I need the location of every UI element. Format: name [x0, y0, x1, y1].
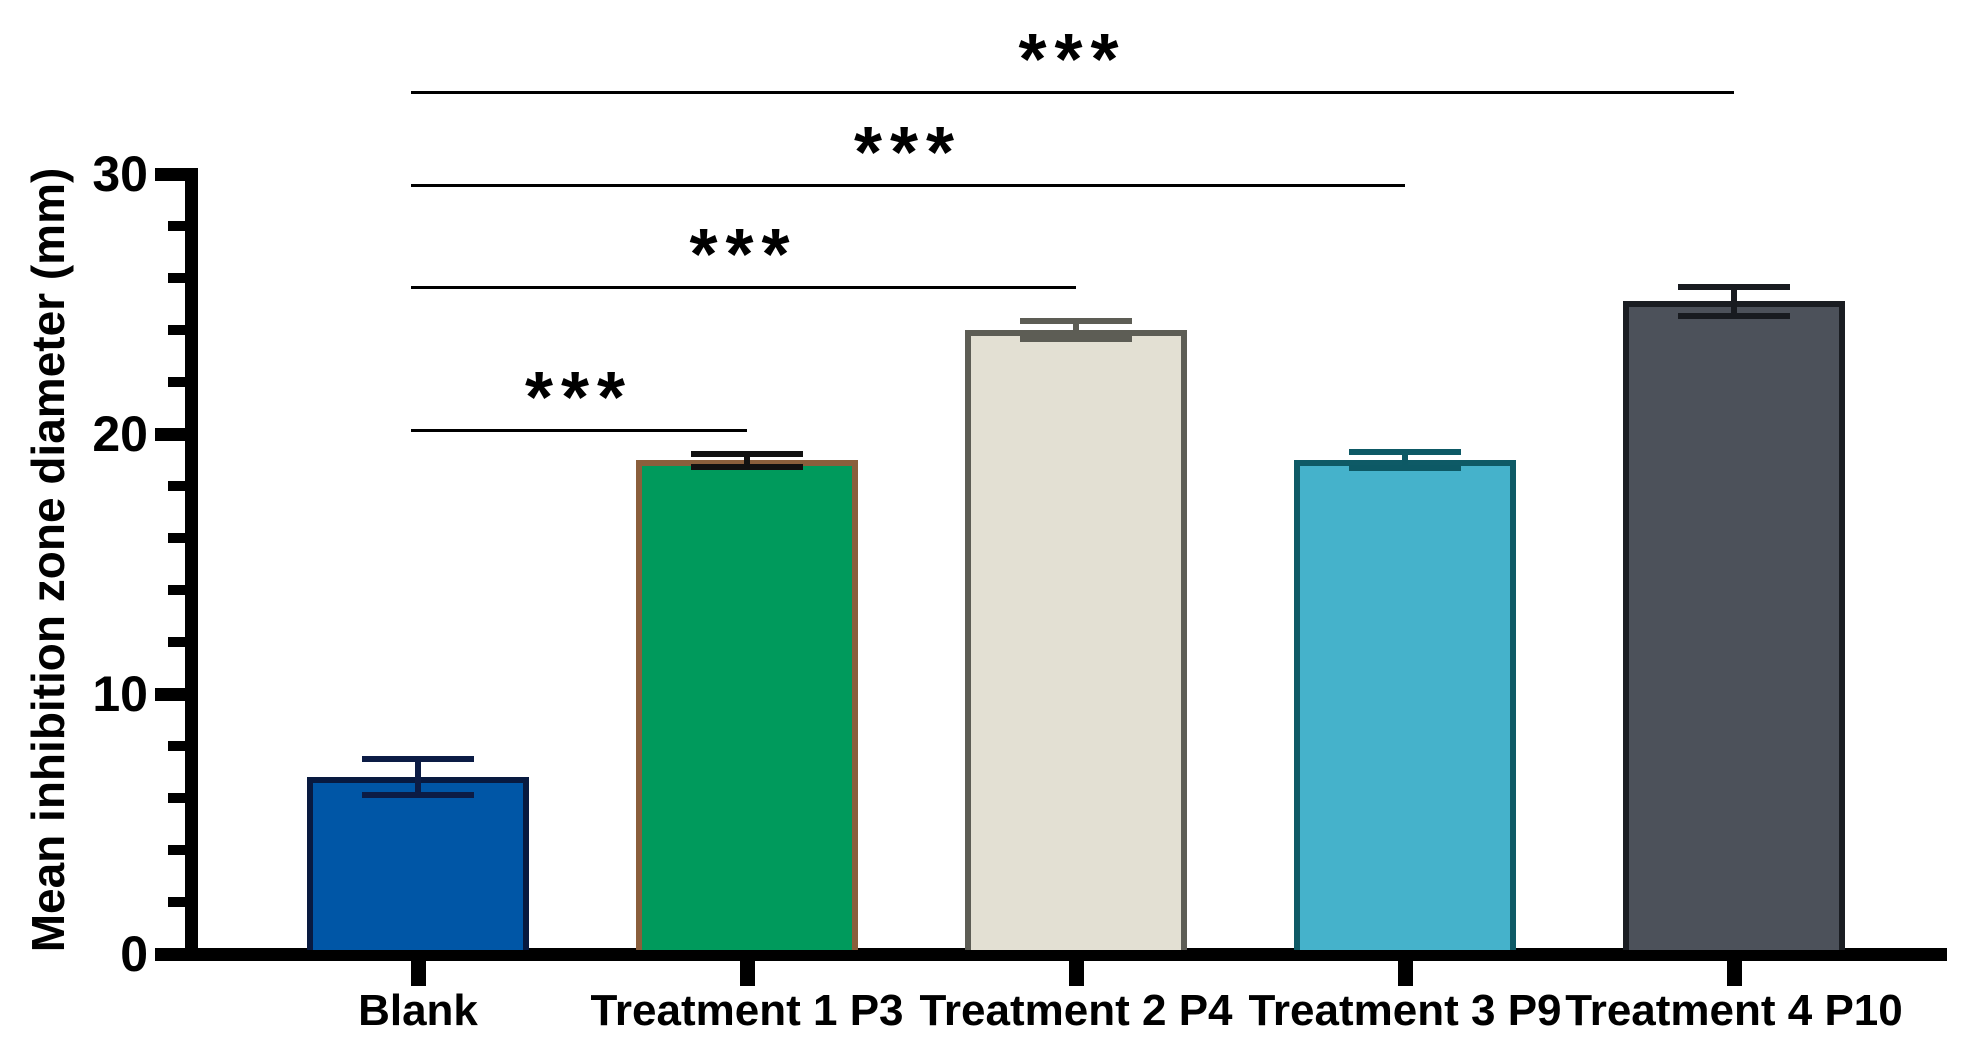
significance-bracket [411, 428, 747, 432]
y-minor-tick [168, 273, 198, 283]
error-bar-line [1731, 287, 1737, 316]
error-bar-cap-top [1020, 317, 1132, 324]
y-minor-tick [168, 585, 198, 595]
x-category-tick [1397, 960, 1413, 986]
y-minor-tick [168, 793, 198, 803]
error-bar-line [1402, 452, 1408, 468]
y-minor-tick [168, 741, 198, 751]
x-axis-line [155, 948, 1947, 961]
error-bar-cap-bottom [691, 463, 803, 470]
y-minor-tick [168, 533, 198, 543]
y-minor-tick [168, 845, 198, 855]
x-category-label-treatment-4-p10: Treatment 4 P10 [1565, 986, 1903, 1035]
x-category-tick [410, 960, 426, 986]
x-category-label-treatment-3-p9: Treatment 3 P9 [1248, 986, 1562, 1035]
y-minor-tick [168, 377, 198, 387]
y-axis-spine [185, 168, 198, 961]
error-bar-cap-top [691, 450, 803, 457]
y-major-tick [155, 427, 198, 441]
error-bar-cap-bottom [1678, 312, 1790, 319]
y-tick-label: 20 [92, 406, 148, 462]
x-category-label-treatment-1-p3: Treatment 1 P3 [590, 986, 904, 1035]
error-bar-cap-bottom [1349, 464, 1461, 471]
error-bar-cap-top [1678, 284, 1790, 291]
y-major-tick [155, 687, 198, 701]
y-minor-tick [168, 221, 198, 231]
significance-stars: *** [1018, 19, 1127, 100]
bar-treatment-1-p3 [636, 460, 858, 950]
error-bar-cap-top [362, 756, 474, 762]
y-major-tick [155, 167, 198, 181]
x-category-tick [1726, 960, 1742, 986]
y-tick-label: 0 [120, 926, 148, 982]
bar-treatment-4-p10 [1623, 301, 1845, 950]
bar-treatment-2-p4 [965, 330, 1187, 950]
y-minor-tick [168, 637, 198, 647]
significance-stars: *** [524, 357, 634, 438]
x-category-label-treatment-2-p4: Treatment 2 P4 [919, 986, 1233, 1035]
significance-stars: *** [689, 214, 798, 295]
x-category-label-blank: Blank [358, 986, 478, 1035]
significance-bracket [411, 285, 1076, 289]
error-bar-line [1073, 320, 1079, 340]
x-category-tick [739, 960, 755, 986]
y-minor-tick [168, 325, 198, 335]
error-bar-line [744, 453, 750, 467]
bar-blank [307, 777, 529, 950]
y-minor-tick [168, 897, 198, 907]
significance-stars: *** [853, 113, 963, 194]
y-minor-tick [168, 481, 198, 491]
x-category-tick [1068, 960, 1084, 986]
significance-bracket [411, 184, 1405, 188]
error-bar-cap-bottom [362, 792, 474, 799]
y-tick-label: 10 [92, 666, 148, 722]
bar-treatment-3-p9 [1294, 460, 1516, 950]
error-bar-line [415, 759, 421, 796]
y-axis-title: Mean inhibition zone diameter (mm) [22, 167, 74, 953]
error-bar-cap-bottom [1020, 336, 1132, 343]
y-tick-label: 30 [92, 146, 148, 202]
error-bar-cap-top [1349, 449, 1461, 456]
significance-bracket [411, 90, 1734, 94]
